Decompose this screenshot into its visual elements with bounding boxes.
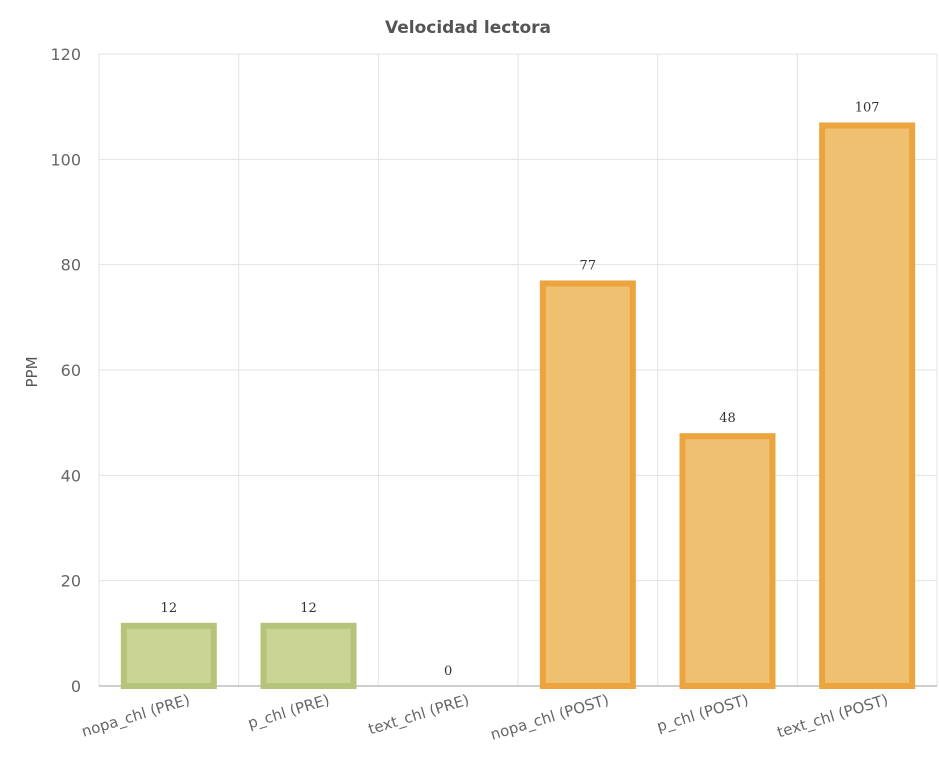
x-tick-label-2: text_chl (PRE) [366,691,471,740]
x-tick-label-4: p_chl (POST) [655,691,751,737]
y-tick-label: 0 [71,677,81,696]
bar-1 [260,622,357,689]
y-tick-label: 20 [61,572,81,591]
data-label-3: 77 [580,258,597,273]
chart-title: Velocidad lectora [385,18,551,38]
bars [120,122,916,690]
y-tick-label: 80 [61,256,81,275]
y-axis-label: PPM [23,356,41,387]
data-label-4: 48 [719,411,736,426]
bar-3 [539,280,636,689]
bar-4 [679,433,776,690]
x-tick-label-0: nopa_chl (PRE) [79,691,192,742]
data-label-5: 107 [855,100,880,115]
y-tick-label: 40 [61,466,81,485]
data-label-1: 12 [300,601,317,616]
x-tick-label-5: text_chl (POST) [775,691,891,743]
bar-0 [120,622,217,689]
x-tick-label-1: p_chl (PRE) [246,691,332,734]
grid-lines [98,53,938,687]
y-tick-label: 60 [61,361,81,380]
y-tick-label: 100 [50,150,81,169]
bar-5 [819,122,916,689]
data-label-0: 12 [161,601,178,616]
data-labels: 12 12 0 77 48 107 [161,100,880,679]
x-tick-label-3: nopa_chl (POST) [488,691,611,745]
data-label-2: 0 [444,664,452,679]
y-tick-label: 120 [50,45,81,64]
